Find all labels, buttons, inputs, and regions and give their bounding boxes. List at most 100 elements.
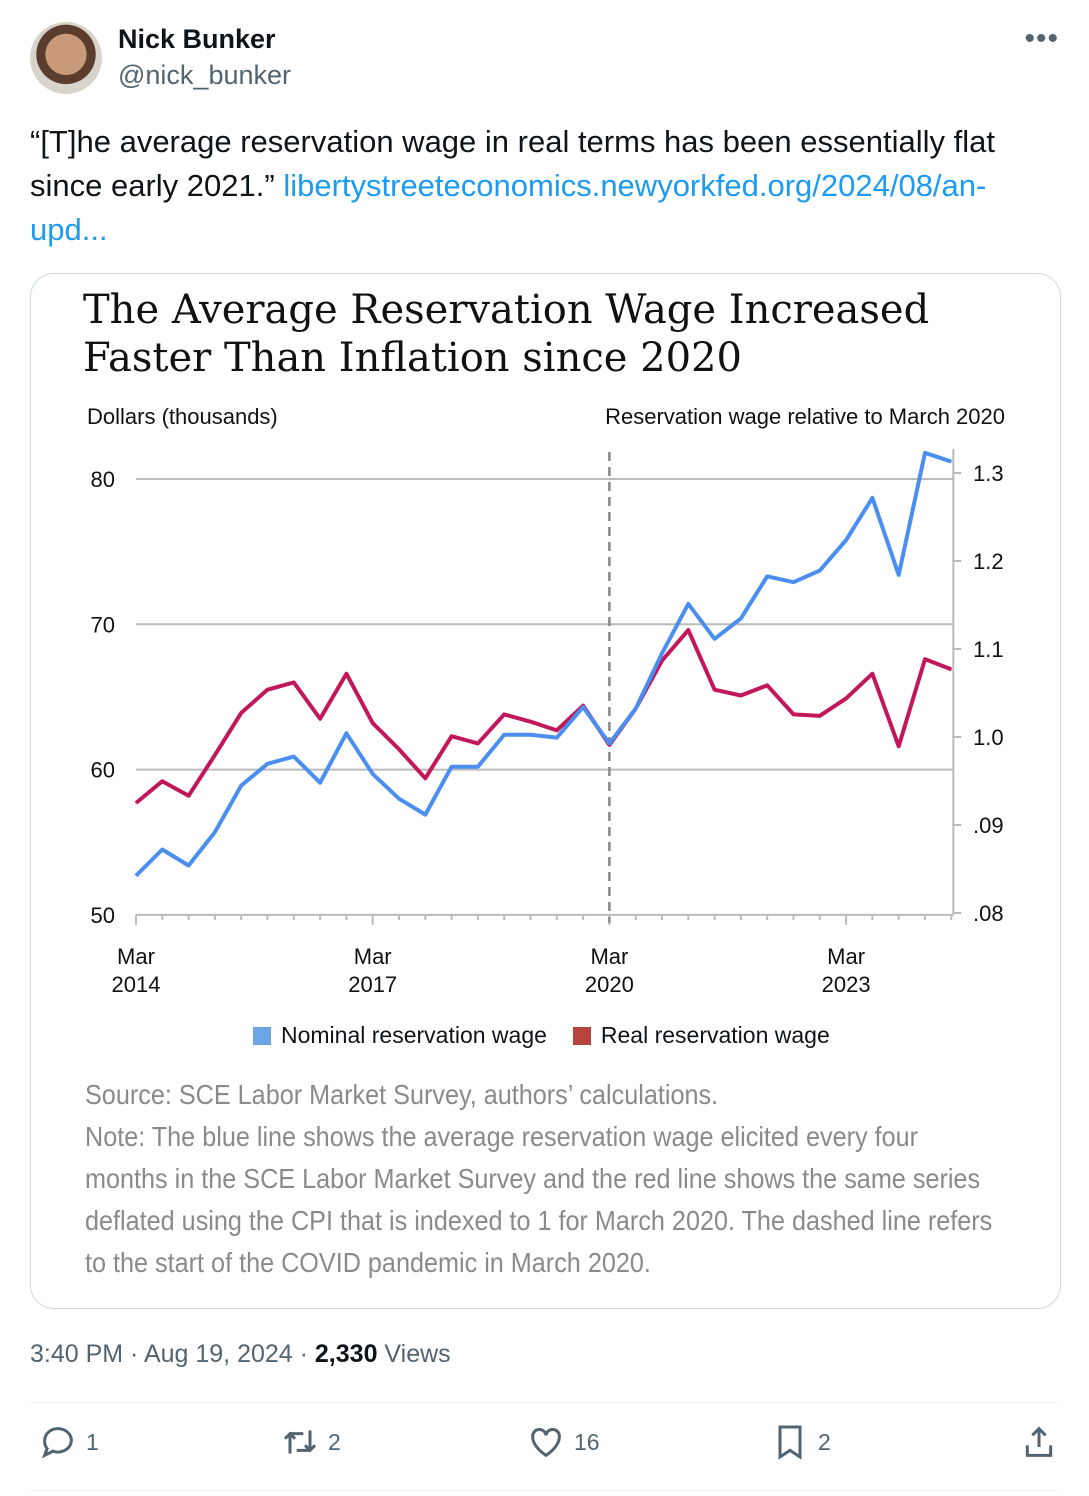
legend-real: Real reservation wage [572, 1022, 830, 1049]
data-point [398, 748, 400, 750]
chart-image[interactable]: The Average Reservation Wage Increased F… [30, 273, 1061, 1309]
data-point [556, 729, 558, 731]
data-point [135, 802, 137, 804]
legend: Nominal reservation wage Real reservatio… [253, 1022, 830, 1049]
data-point [661, 652, 663, 654]
timestamp[interactable]: 3:40 PM · Aug 19, 2024 · [30, 1340, 315, 1368]
data-point [714, 638, 716, 640]
x-tick-label: Mar [354, 944, 392, 969]
avatar[interactable] [30, 22, 102, 94]
data-point [530, 734, 531, 736]
data-point [188, 795, 190, 797]
data-point [608, 742, 610, 744]
bookmark-button[interactable]: 2 [770, 1422, 831, 1462]
data-point [345, 732, 347, 734]
data-point [871, 673, 873, 675]
action-bar: 1 2 16 2 [30, 1422, 1059, 1472]
data-point [135, 875, 137, 877]
more-options-icon[interactable]: ••• [1024, 22, 1059, 55]
data-point [793, 581, 794, 583]
y-tick-label: 60 [91, 758, 115, 783]
y2-tick-label: .09 [973, 813, 1004, 838]
data-point [582, 706, 584, 708]
data-point [477, 742, 479, 744]
author-name[interactable]: Nick Bunker [118, 24, 276, 54]
data-point [451, 735, 453, 737]
y2-tick-label: 1.3 [973, 461, 1004, 486]
data-point [766, 575, 768, 577]
reply-count: 1 [86, 1428, 99, 1455]
data-point [240, 785, 242, 787]
data-point [766, 684, 768, 686]
y-tick-label: 50 [91, 903, 115, 928]
data-point [871, 497, 873, 499]
legend-label: Real reservation wage [600, 1022, 830, 1048]
data-point [503, 734, 505, 736]
data-point [372, 722, 374, 724]
heart-icon [531, 1428, 561, 1458]
data-point [714, 689, 716, 691]
data-point [635, 708, 637, 710]
divider [30, 1490, 1059, 1491]
x-tick-label: Mar [827, 944, 865, 969]
data-point [424, 777, 426, 779]
y2-tick-label: .08 [973, 901, 1004, 926]
data-point [398, 798, 400, 800]
data-point [687, 629, 689, 631]
data-point [819, 570, 821, 572]
repost-button[interactable]: 2 [280, 1422, 341, 1462]
divider [30, 1402, 1059, 1403]
data-point [661, 660, 663, 662]
chart-title: The Average Reservation Wage Increased F… [83, 287, 930, 381]
data-point [477, 766, 479, 768]
data-point [530, 721, 531, 723]
reply-icon [41, 1427, 73, 1459]
tweet-link[interactable]: libertystreeteconomics.newyorkfed.org/20… [30, 168, 987, 247]
data-point [898, 574, 900, 576]
data-point [319, 782, 321, 784]
data-point [924, 658, 926, 660]
data-point [924, 452, 926, 454]
legend-swatch-nominal [253, 1027, 271, 1045]
series-line-nominal [134, 450, 952, 878]
data-point [161, 849, 163, 851]
bookmark-count: 2 [818, 1428, 831, 1455]
data-point [451, 766, 453, 768]
y2-tick-label: 1.0 [973, 725, 1004, 750]
x-tick-label: 2020 [585, 972, 634, 997]
share-icon [1025, 1426, 1053, 1457]
data-point [845, 697, 847, 699]
chart-source: Source: SCE Labor Market Survey, authors… [85, 1079, 719, 1110]
legend-nominal: Nominal reservation wage [253, 1022, 547, 1049]
views-count: 2,330 [314, 1340, 378, 1368]
tweet-text: “[T]he average reservation wage in real … [30, 120, 1060, 252]
x-tick-label: 2017 [348, 972, 397, 997]
repost-count: 2 [328, 1428, 341, 1455]
x-tick-label: Mar [117, 944, 155, 969]
data-point [240, 712, 242, 714]
author-handle[interactable]: @nick_bunker [118, 60, 291, 90]
data-point [214, 754, 216, 756]
y2-axis-label: Reservation wage relative to March 2020 [605, 404, 1005, 429]
chart-note: Note: The blue line shows the average re… [85, 1121, 993, 1278]
tweet-meta: 3:40 PM · Aug 19, 2024 · 2,330 Views [30, 1340, 451, 1369]
share-button[interactable] [1019, 1422, 1059, 1462]
y2-tick-label: 1.2 [973, 549, 1004, 574]
y-tick-label: 80 [91, 467, 115, 492]
data-point [556, 737, 558, 739]
tweet-body: “[T]he average reservation wage in real … [30, 124, 995, 203]
like-button[interactable]: 16 [526, 1422, 600, 1462]
data-point [345, 673, 347, 675]
repost-icon [283, 1430, 317, 1454]
data-point [793, 713, 794, 715]
data-point [424, 814, 426, 816]
reply-button[interactable]: 1 [38, 1422, 99, 1462]
chart-notes: Source: SCE Labor Market Survey, authors… [85, 1074, 1026, 1284]
data-point [845, 539, 847, 541]
data-point [372, 773, 374, 775]
data-point [898, 745, 900, 747]
data-point [950, 668, 952, 670]
y-axis-label: Dollars (thousands) [87, 404, 278, 429]
data-point [740, 694, 742, 696]
